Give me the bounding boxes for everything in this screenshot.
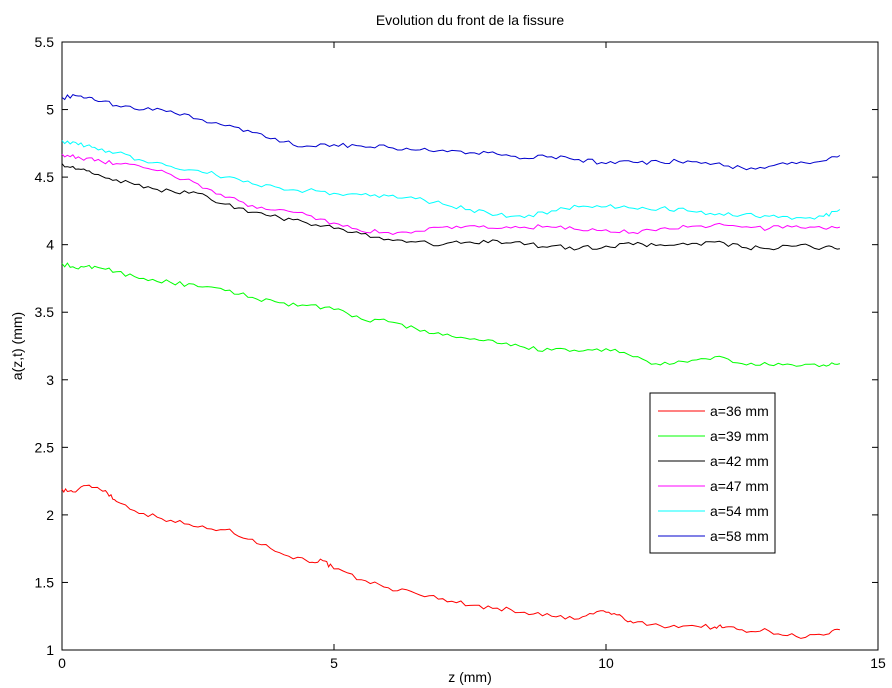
series-line-1 (61, 484, 840, 639)
ticks-layer: 0 5 10 15 1 1.5 2 2.5 3 3.5 4 4.5 5 5.5 (35, 34, 886, 671)
legend-label-1: a=36 mm (710, 403, 769, 419)
y-tick-label-3: 2.5 (35, 439, 55, 455)
legend-box (649, 392, 776, 554)
series-line-2 (61, 262, 841, 368)
legend-label-6: a=58 mm (710, 528, 769, 544)
y-axis-label: a(z,t) (mm) (9, 312, 25, 380)
y-tick-label-4: 3 (46, 372, 54, 388)
x-tick-label-0: 0 (58, 655, 66, 671)
legend-label-5: a=54 mm (710, 503, 769, 519)
y-tick-label-5: 3.5 (35, 304, 55, 320)
legend-label-4: a=47 mm (710, 478, 769, 494)
x-tick-label-3: 15 (870, 655, 886, 671)
y-tick-label-7: 4.5 (35, 169, 55, 185)
legend-label-2: a=39 mm (710, 428, 769, 444)
series-line-4 (61, 153, 841, 235)
y-tick-label-1: 1.5 (35, 574, 55, 590)
plot-area (61, 41, 879, 651)
series-line-6 (61, 94, 841, 171)
y-tick-label-0: 1 (46, 642, 54, 658)
series-line-3 (61, 163, 840, 251)
x-axis-label: z (mm) (448, 669, 492, 685)
y-tick-label-8: 5 (46, 102, 54, 118)
legend: a=36 mm a=39 mm a=42 mm a=47 mm a=54 mm a=58 … (649, 392, 776, 554)
y-tick-label-6: 4 (46, 237, 54, 253)
series-line-5 (61, 140, 841, 220)
legend-label-3: a=42 mm (710, 453, 769, 469)
y-tick-label-9: 5.5 (35, 34, 55, 50)
x-tick-label-1: 5 (330, 655, 338, 671)
x-tick-label-2: 10 (598, 655, 614, 671)
series-layer (61, 94, 841, 639)
chart-title: Evolution du front de la fissure (376, 12, 565, 28)
y-tick-label-2: 2 (46, 507, 54, 523)
